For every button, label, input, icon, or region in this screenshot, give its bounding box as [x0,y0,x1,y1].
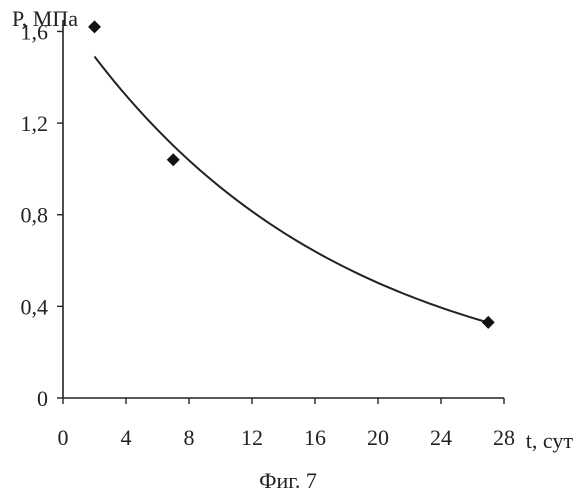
y-axis-label: P, МПа [12,6,78,31]
x-tick-label: 12 [241,425,263,450]
x-tick-label: 20 [367,425,389,450]
x-tick-label: 24 [430,425,452,450]
x-ticks: 0 4 8 12 16 20 24 28 [58,398,516,450]
x-tick-label: 4 [121,425,132,450]
data-point-marker [88,20,101,33]
data-point-marker [482,316,495,329]
y-tick-label: 0,8 [21,203,49,228]
y-ticks: 00,40,81,21,6 [21,19,64,411]
data-markers [88,20,495,329]
x-axis-label: t, сут [526,428,574,453]
data-point-marker [167,153,180,166]
axes [63,20,504,398]
x-tick-label: 16 [304,425,326,450]
x-tick-label: 8 [184,425,195,450]
x-tick-label: 0 [58,425,69,450]
y-tick-label: 1,2 [21,111,49,136]
figure-caption: Фиг. 7 [259,468,317,493]
y-tick-label: 0 [37,386,48,411]
trendline [95,57,489,323]
x-tick-label: 28 [493,425,515,450]
y-tick-label: 0,4 [21,294,49,319]
